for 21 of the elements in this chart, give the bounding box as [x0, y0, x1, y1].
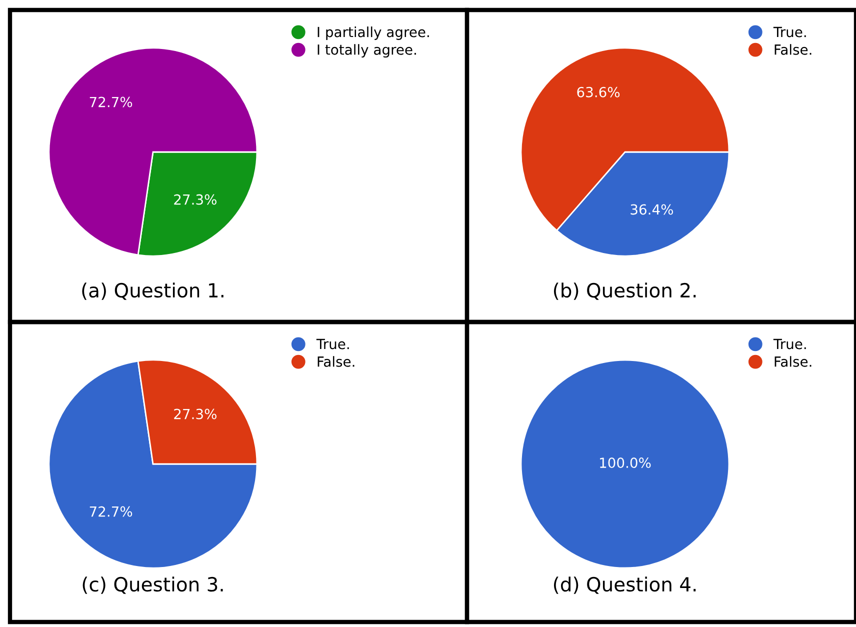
text: (c) Question 3.: [82, 576, 223, 594]
legend-label: False.: [318, 356, 354, 367]
legend-label: True.: [316, 338, 349, 350]
legend-label: I totally agree.: [318, 44, 416, 58]
data-label: 36.4%: [630, 204, 674, 215]
data-label: 72.7%: [90, 506, 132, 517]
legend-label: False.: [774, 356, 812, 367]
pie-slice: [48, 47, 258, 256]
data-label: 63.6%: [577, 86, 620, 98]
data-label: 27.3%: [174, 194, 216, 205]
text: (b) Question 2.: [554, 282, 696, 300]
legend-label: I partially agree.: [318, 26, 429, 40]
data-label: 27.3%: [174, 408, 216, 420]
text: (a) Question 1.: [82, 282, 224, 300]
text: (d) Question 4.: [554, 576, 696, 594]
legend-label: True.: [773, 26, 806, 38]
data-label: 72.7%: [90, 96, 132, 108]
data-label: 100.0%: [600, 458, 651, 468]
pie-slice: [48, 360, 258, 569]
legend-label: False.: [774, 44, 812, 55]
legend-label: True.: [773, 338, 806, 350]
